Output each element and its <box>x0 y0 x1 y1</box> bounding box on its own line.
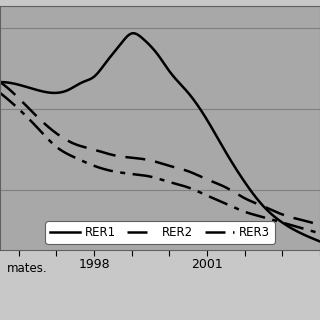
RER2 <box>288 215 292 219</box>
RER1 <box>190 95 194 99</box>
RER2 <box>188 170 191 173</box>
RER2 <box>188 170 192 174</box>
Line: RER3: RER3 <box>0 93 320 233</box>
RER1 <box>318 240 320 244</box>
RER3 <box>318 231 320 235</box>
RER2 <box>194 172 198 176</box>
RER2 <box>0 81 3 85</box>
RER3 <box>0 91 2 95</box>
Legend: RER1, RER2, RER3: RER1, RER2, RER3 <box>45 221 275 244</box>
RER3 <box>268 217 272 221</box>
Line: RER2: RER2 <box>0 82 320 225</box>
RER1 <box>0 80 2 84</box>
RER1 <box>132 31 136 35</box>
Text: mates.: mates. <box>6 262 47 276</box>
RER2 <box>0 80 2 84</box>
RER2 <box>268 207 272 211</box>
RER3 <box>188 186 191 190</box>
RER1 <box>0 80 3 84</box>
RER1 <box>289 226 293 230</box>
RER2 <box>318 223 320 227</box>
Line: RER1: RER1 <box>0 33 320 242</box>
RER3 <box>188 186 192 190</box>
RER1 <box>269 212 273 215</box>
RER3 <box>0 92 3 96</box>
RER1 <box>188 94 192 98</box>
RER3 <box>288 223 292 227</box>
RER3 <box>194 188 198 192</box>
RER1 <box>195 102 199 106</box>
